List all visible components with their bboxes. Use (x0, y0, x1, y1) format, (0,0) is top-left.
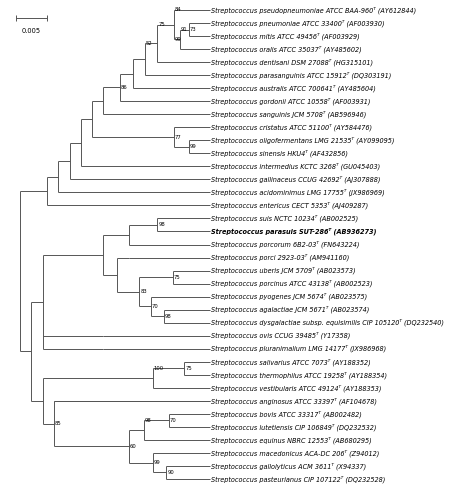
Text: Streptococcus lutetiensis CIP 106849ᵀ (DQ232532): Streptococcus lutetiensis CIP 106849ᵀ (D… (211, 423, 377, 431)
Text: 60: 60 (129, 444, 136, 449)
Text: 90: 90 (167, 470, 174, 475)
Text: Streptococcus uberis JCM 5709ᵀ (AB023573): Streptococcus uberis JCM 5709ᵀ (AB023573… (211, 267, 356, 274)
Text: Streptococcus gallinaceus CCUG 42692ᵀ (AJ307888): Streptococcus gallinaceus CCUG 42692ᵀ (A… (211, 176, 381, 183)
Text: 85: 85 (55, 421, 62, 426)
Text: Streptococcus pluranimalium LMG 14177ᵀ (JX986968): Streptococcus pluranimalium LMG 14177ᵀ (… (211, 345, 386, 353)
Text: 99: 99 (154, 460, 161, 465)
Text: 98: 98 (145, 418, 152, 423)
Text: 75: 75 (173, 274, 180, 279)
Text: Streptococcus dentisani DSM 27088ᵀ (HG315101): Streptococcus dentisani DSM 27088ᵀ (HG31… (211, 58, 374, 66)
Text: Streptococcus equinus NBRC 12553ᵀ (AB680295): Streptococcus equinus NBRC 12553ᵀ (AB680… (211, 436, 372, 444)
Text: Streptococcus pneumoniae ATCC 33400ᵀ (AF003930): Streptococcus pneumoniae ATCC 33400ᵀ (AF… (211, 19, 385, 27)
Text: Streptococcus gallolyticus ACM 3611ᵀ (X94337): Streptococcus gallolyticus ACM 3611ᵀ (X9… (211, 462, 366, 470)
Text: Streptococcus parasanguinis ATCC 15912ᵀ (DQ303191): Streptococcus parasanguinis ATCC 15912ᵀ … (211, 71, 392, 79)
Text: 98: 98 (164, 314, 172, 319)
Text: Streptococcus mitis ATCC 49456ᵀ (AF003929): Streptococcus mitis ATCC 49456ᵀ (AF00392… (211, 32, 360, 40)
Text: Streptococcus cristatus ATCC 51100ᵀ (AY584476): Streptococcus cristatus ATCC 51100ᵀ (AY5… (211, 124, 373, 131)
Text: 70: 70 (152, 304, 159, 309)
Text: Streptococcus agalactiae JCM 5671ᵀ (AB023574): Streptococcus agalactiae JCM 5671ᵀ (AB02… (211, 306, 370, 313)
Text: Streptococcus gordonii ATCC 10558ᵀ (AF003931): Streptococcus gordonii ATCC 10558ᵀ (AF00… (211, 97, 371, 105)
Text: 83: 83 (140, 289, 147, 294)
Text: Streptococcus oralis ATCC 35037ᵀ (AY485602): Streptococcus oralis ATCC 35037ᵀ (AY4856… (211, 45, 362, 53)
Text: 0.005: 0.005 (22, 28, 41, 34)
Text: 86: 86 (120, 85, 128, 90)
Text: Streptococcus porcorum 6B2-03ᵀ (FN643224): Streptococcus porcorum 6B2-03ᵀ (FN643224… (211, 241, 360, 248)
Text: Streptococcus dysgalactiae subsp. equisimilis CIP 105120ᵀ (DQ232540): Streptococcus dysgalactiae subsp. equisi… (211, 319, 444, 327)
Text: 52: 52 (146, 41, 153, 46)
Text: Streptococcus sinensis HKU4ᵀ (AF432856): Streptococcus sinensis HKU4ᵀ (AF432856) (211, 150, 348, 157)
Text: Streptococcus pasteurianus CIP 107122ᵀ (DQ232528): Streptococcus pasteurianus CIP 107122ᵀ (… (211, 475, 386, 483)
Text: Streptococcus entericus CECT 5353ᵀ (AJ409287): Streptococcus entericus CECT 5353ᵀ (AJ40… (211, 202, 368, 209)
Text: 70: 70 (170, 418, 177, 423)
Text: Streptococcus australis ATCC 700641ᵀ (AY485604): Streptococcus australis ATCC 700641ᵀ (AY… (211, 84, 376, 92)
Text: Streptococcus ovis CCUG 39485ᵀ (Y17358): Streptococcus ovis CCUG 39485ᵀ (Y17358) (211, 332, 351, 339)
Text: 99: 99 (174, 37, 181, 42)
Text: Streptococcus pseudopneumoniae ATCC BAA-960ᵀ (AY612844): Streptococcus pseudopneumoniae ATCC BAA-… (211, 6, 417, 14)
Text: Streptococcus acidominimus LMG 17755ᵀ (JX986969): Streptococcus acidominimus LMG 17755ᵀ (J… (211, 189, 385, 196)
Text: 77: 77 (174, 135, 181, 139)
Text: Streptococcus oligofermentans LMG 21535ᵀ (AY099095): Streptococcus oligofermentans LMG 21535ᵀ… (211, 136, 395, 144)
Text: Streptococcus macedonicus ACA-DC 206ᵀ (Z94012): Streptococcus macedonicus ACA-DC 206ᵀ (Z… (211, 449, 380, 457)
Text: Streptococcus anginosus ATCC 33397ᵀ (AF104678): Streptococcus anginosus ATCC 33397ᵀ (AF1… (211, 397, 377, 405)
Text: 75: 75 (185, 366, 192, 371)
Text: Streptococcus porcinus ATCC 43138ᵀ (AB002523): Streptococcus porcinus ATCC 43138ᵀ (AB00… (211, 280, 373, 287)
Text: Streptococcus thermophilus ATCC 19258ᵀ (AY188354): Streptococcus thermophilus ATCC 19258ᵀ (… (211, 371, 387, 379)
Text: 98: 98 (158, 222, 165, 227)
Text: 84: 84 (174, 6, 181, 11)
Text: Streptococcus intermedius KCTC 3268ᵀ (GU045403): Streptococcus intermedius KCTC 3268ᵀ (GU… (211, 163, 381, 170)
Text: Streptococcus sanguinis JCM 5708ᵀ (AB596946): Streptococcus sanguinis JCM 5708ᵀ (AB596… (211, 110, 366, 118)
Text: 99: 99 (190, 144, 197, 149)
Text: Streptococcus salivarius ATCC 7073ᵀ (AY188352): Streptococcus salivarius ATCC 7073ᵀ (AY1… (211, 358, 371, 365)
Text: Streptococcus suis NCTC 10234ᵀ (AB002525): Streptococcus suis NCTC 10234ᵀ (AB002525… (211, 215, 358, 222)
Text: Streptococcus pyogenes JCM 5674ᵀ (AB023575): Streptococcus pyogenes JCM 5674ᵀ (AB0235… (211, 293, 367, 300)
Text: 73: 73 (190, 27, 196, 32)
Text: Streptococcus parasuis SUT-286ᵀ (AB936273): Streptococcus parasuis SUT-286ᵀ (AB93627… (211, 228, 377, 235)
Text: Streptococcus vestibularis ATCC 49124ᵀ (AY188353): Streptococcus vestibularis ATCC 49124ᵀ (… (211, 384, 382, 391)
Text: 91: 91 (181, 27, 188, 32)
Text: 75: 75 (158, 22, 165, 27)
Text: 100: 100 (154, 366, 164, 371)
Text: Streptococcus porci 2923-03ᵀ (AM941160): Streptococcus porci 2923-03ᵀ (AM941160) (211, 254, 350, 261)
Text: Streptococcus bovis ATCC 33317ᵀ (AB002482): Streptococcus bovis ATCC 33317ᵀ (AB00248… (211, 410, 362, 418)
